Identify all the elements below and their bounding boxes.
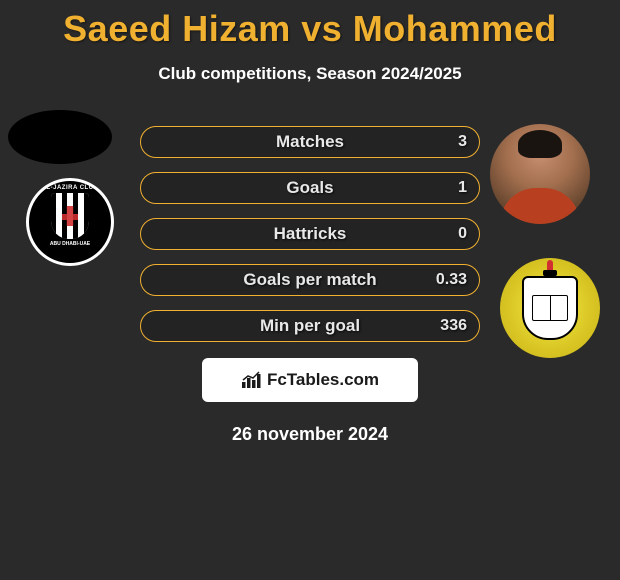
stat-row: Matches 3 (140, 126, 480, 158)
stat-row: Hattricks 0 (140, 218, 480, 250)
page-subtitle: Club competitions, Season 2024/2025 (0, 64, 620, 84)
stat-value-right: 0.33 (436, 271, 467, 289)
stat-label: Goals per match (243, 270, 376, 290)
stat-value-right: 1 (458, 179, 467, 197)
stat-row: Goals per match 0.33 (140, 264, 480, 296)
stat-value-right: 3 (458, 133, 467, 151)
stat-row: Goals 1 (140, 172, 480, 204)
stats-list: Matches 3 Goals 1 Hattricks 0 Goals per … (0, 126, 620, 342)
stat-label: Goals (286, 178, 333, 198)
page-title: Saeed Hizam vs Mohammed (0, 0, 620, 50)
stat-label: Min per goal (260, 316, 360, 336)
stat-value-right: 0 (458, 225, 467, 243)
footer-brand-box: FcTables.com (202, 358, 418, 402)
stat-row: Min per goal 336 (140, 310, 480, 342)
stat-value-right: 336 (440, 317, 467, 335)
bar-chart-icon (241, 371, 263, 389)
stat-label: Matches (276, 132, 344, 152)
footer-date: 26 november 2024 (0, 424, 620, 445)
footer-brand-text: FcTables.com (267, 370, 379, 390)
stat-label: Hattricks (274, 224, 347, 244)
